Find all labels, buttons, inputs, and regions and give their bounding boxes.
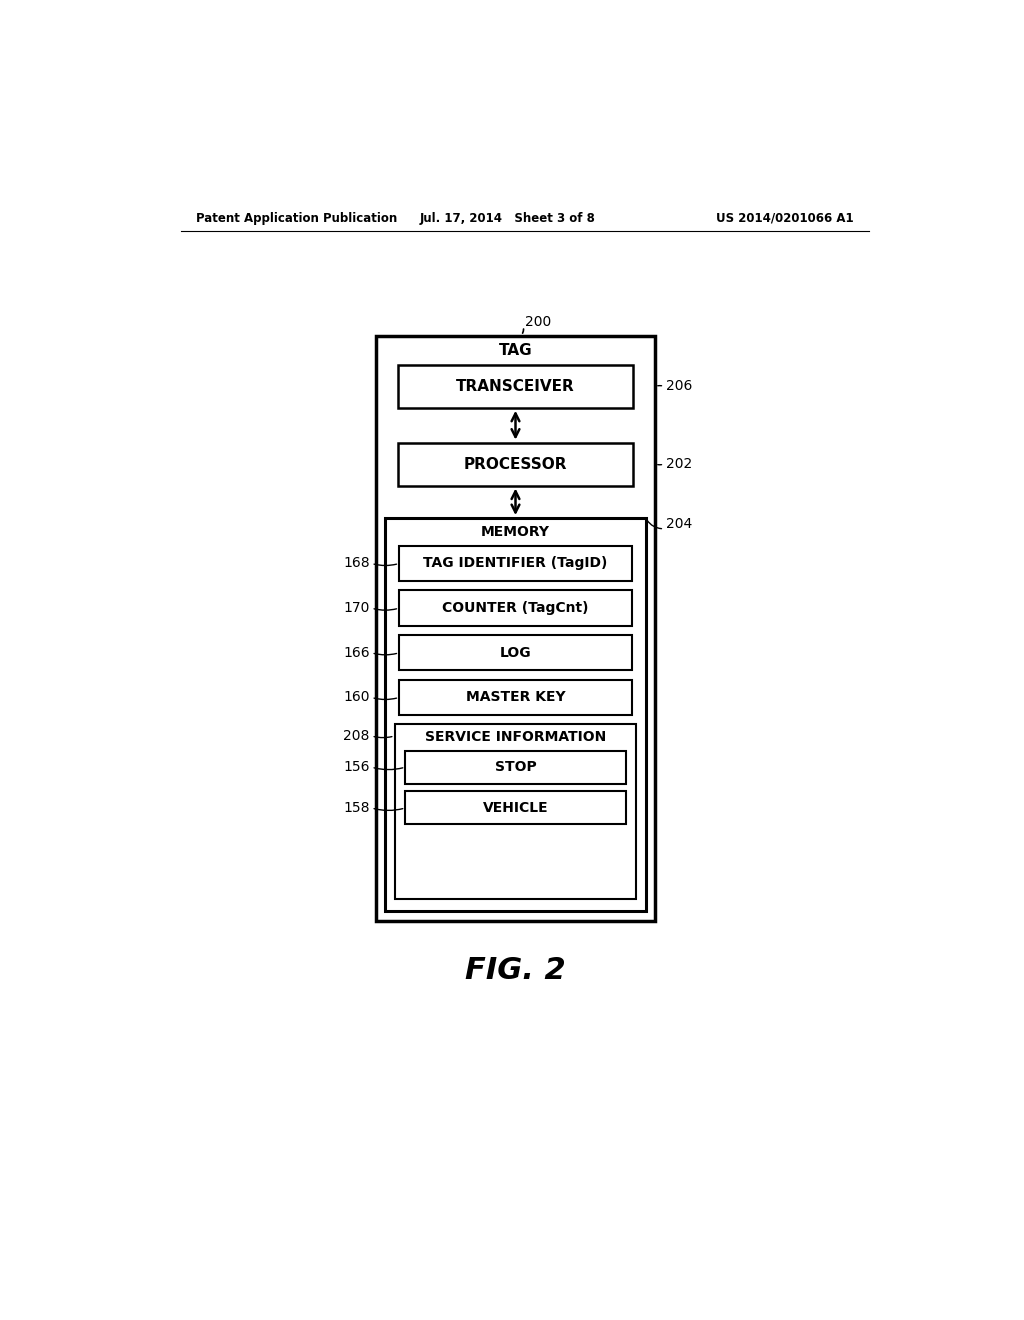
- Text: 204: 204: [666, 517, 692, 531]
- Bar: [399, 590, 632, 626]
- Bar: [406, 751, 626, 784]
- Text: TAG IDENTIFIER (TagID): TAG IDENTIFIER (TagID): [423, 557, 607, 570]
- Bar: [406, 792, 626, 825]
- Text: LOG: LOG: [500, 645, 531, 660]
- Text: 206: 206: [666, 379, 692, 393]
- Text: TRANSCEIVER: TRANSCEIVER: [456, 379, 574, 393]
- Text: STOP: STOP: [495, 760, 537, 774]
- Text: MASTER KEY: MASTER KEY: [466, 690, 565, 705]
- Text: 170: 170: [343, 601, 370, 615]
- Bar: [397, 442, 633, 486]
- Text: VEHICLE: VEHICLE: [482, 801, 548, 814]
- Text: 168: 168: [343, 557, 370, 570]
- Text: 160: 160: [343, 690, 370, 705]
- Text: 158: 158: [343, 801, 370, 814]
- Text: MEMORY: MEMORY: [481, 525, 550, 539]
- Text: SERVICE INFORMATION: SERVICE INFORMATION: [425, 730, 606, 744]
- Bar: [399, 545, 632, 581]
- Text: 200: 200: [524, 314, 551, 329]
- Bar: [397, 364, 633, 408]
- Bar: [399, 680, 632, 715]
- Text: 166: 166: [343, 645, 370, 660]
- Text: 156: 156: [343, 760, 370, 774]
- Text: US 2014/0201066 A1: US 2014/0201066 A1: [716, 213, 853, 224]
- Bar: [385, 517, 646, 911]
- Text: 208: 208: [343, 729, 370, 743]
- Text: Patent Application Publication: Patent Application Publication: [197, 213, 397, 224]
- Text: COUNTER (TagCnt): COUNTER (TagCnt): [442, 601, 589, 615]
- Bar: [376, 335, 655, 921]
- Text: PROCESSOR: PROCESSOR: [464, 457, 567, 471]
- Text: TAG: TAG: [499, 343, 532, 359]
- Text: 202: 202: [666, 457, 692, 471]
- Text: Jul. 17, 2014   Sheet 3 of 8: Jul. 17, 2014 Sheet 3 of 8: [420, 213, 596, 224]
- Bar: [399, 635, 632, 671]
- Text: FIG. 2: FIG. 2: [465, 956, 566, 985]
- Bar: [394, 725, 636, 899]
